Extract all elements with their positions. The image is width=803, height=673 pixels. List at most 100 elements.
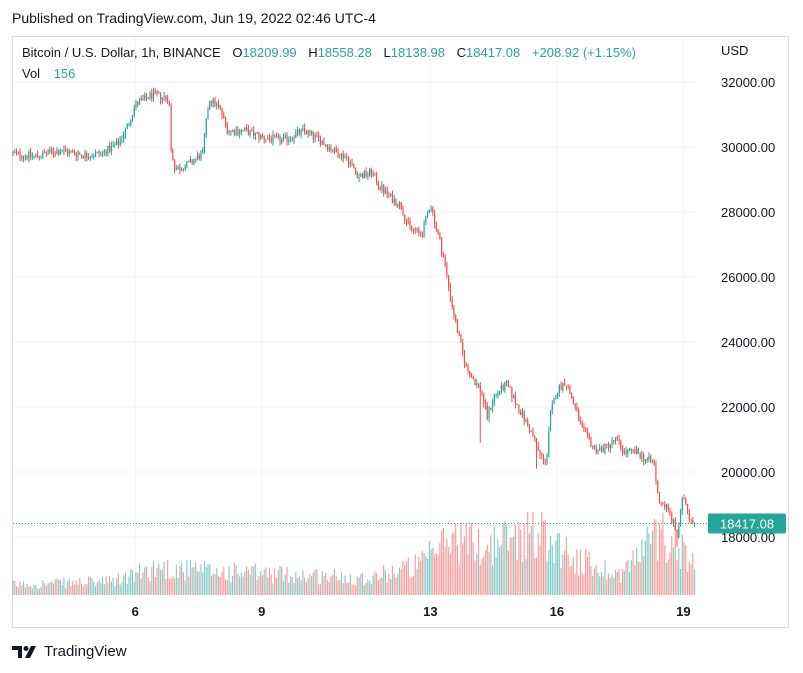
volume-bar bbox=[451, 533, 453, 595]
candle-body bbox=[664, 503, 666, 508]
volume-bar bbox=[628, 572, 631, 595]
candle-body bbox=[333, 147, 336, 152]
candle-body bbox=[239, 132, 241, 135]
candle-body bbox=[453, 307, 455, 316]
volume-bar bbox=[361, 573, 364, 595]
price-axis[interactable]: 32000.00 30000.00 28000.00 26000.00 24000.00… bbox=[721, 75, 775, 545]
candle-body bbox=[93, 156, 95, 158]
volume-bar bbox=[293, 583, 295, 595]
volume-bar bbox=[151, 567, 153, 595]
volume-bar bbox=[305, 581, 307, 595]
volume-bar bbox=[620, 583, 622, 595]
candle-body bbox=[567, 386, 569, 388]
tradingview-brand[interactable]: TradingView bbox=[12, 643, 127, 660]
volume-bar bbox=[409, 578, 411, 595]
volume-bar bbox=[428, 541, 430, 595]
volume-bar bbox=[335, 576, 337, 595]
candle-body bbox=[84, 152, 86, 159]
volume-bar bbox=[463, 536, 466, 595]
candle-body bbox=[152, 91, 155, 99]
candle-body bbox=[314, 134, 316, 139]
candle-body bbox=[534, 436, 536, 439]
volume-bar bbox=[135, 571, 137, 595]
candle-body bbox=[493, 395, 495, 403]
volume-bar bbox=[274, 568, 276, 595]
volume-bar bbox=[282, 580, 285, 595]
volume-bar bbox=[40, 586, 42, 595]
candle-body bbox=[181, 169, 183, 171]
volume-bar bbox=[182, 572, 184, 595]
candle-body bbox=[275, 135, 278, 137]
candle-body bbox=[15, 152, 18, 154]
volume-bar bbox=[465, 523, 467, 595]
candle-body bbox=[263, 136, 265, 140]
volume-bar bbox=[212, 574, 214, 595]
candle-body bbox=[544, 462, 546, 464]
candle-body bbox=[261, 135, 264, 137]
candle-body bbox=[300, 129, 302, 135]
candle-body bbox=[35, 154, 37, 156]
candle-body bbox=[588, 433, 590, 439]
time-axis[interactable]: 6 9 13 16 19 bbox=[132, 604, 691, 619]
volume-bar bbox=[291, 577, 293, 595]
candle-body bbox=[89, 156, 91, 159]
candle-body bbox=[224, 116, 227, 124]
candle-body bbox=[470, 376, 473, 378]
candle-body bbox=[36, 154, 39, 157]
candle-body bbox=[537, 446, 539, 450]
time-tick-label: 9 bbox=[258, 604, 265, 619]
candle-body bbox=[669, 509, 671, 515]
candle-body bbox=[627, 450, 629, 454]
volume-bar bbox=[384, 570, 387, 595]
candle-body bbox=[504, 382, 506, 391]
volume-bar bbox=[592, 576, 594, 595]
candle-body bbox=[411, 226, 413, 230]
candle-body bbox=[662, 503, 664, 505]
volume-bar bbox=[87, 576, 90, 595]
volume-bar bbox=[51, 581, 53, 595]
volume-bar bbox=[477, 528, 480, 595]
candle-body bbox=[541, 454, 543, 456]
volume-bar bbox=[588, 551, 590, 595]
volume-bar bbox=[223, 567, 225, 595]
volume-bar bbox=[416, 568, 418, 595]
candle-body bbox=[142, 98, 144, 100]
price-tick-label: 24000.00 bbox=[721, 335, 775, 350]
volume-bar bbox=[140, 578, 142, 595]
candle-body bbox=[49, 149, 51, 154]
volume-bar bbox=[655, 519, 657, 595]
volume-bar bbox=[195, 562, 197, 595]
candle-body bbox=[361, 174, 364, 179]
volume-bar bbox=[332, 574, 334, 595]
candle-body bbox=[530, 430, 532, 432]
candle-body bbox=[340, 153, 343, 159]
candle-body bbox=[539, 449, 541, 455]
volume-bar bbox=[186, 560, 188, 595]
candle-body bbox=[458, 332, 460, 336]
candle-body bbox=[685, 498, 687, 505]
price-tick-label: 26000.00 bbox=[721, 270, 775, 285]
volume-bar bbox=[502, 523, 504, 595]
candle-body bbox=[219, 105, 221, 108]
candle-body bbox=[527, 420, 529, 426]
candle-body bbox=[621, 448, 624, 453]
volume-bar bbox=[630, 560, 632, 595]
volume-bar bbox=[395, 577, 397, 595]
volume-bar bbox=[75, 580, 77, 595]
volume-bar bbox=[681, 534, 683, 595]
volume-bar bbox=[175, 564, 177, 595]
candle-body bbox=[319, 137, 322, 145]
candle-body bbox=[463, 352, 466, 365]
candle-body bbox=[231, 129, 234, 131]
volume-bar bbox=[226, 580, 228, 595]
price-tick-label: 20000.00 bbox=[721, 465, 775, 480]
candle-body bbox=[311, 131, 313, 133]
volume-bar bbox=[253, 566, 255, 595]
low-value: 18138.98 bbox=[390, 45, 446, 60]
volume-bar bbox=[123, 575, 125, 595]
volume-bar bbox=[555, 540, 557, 595]
volume-bar bbox=[444, 547, 446, 595]
candle-body bbox=[188, 161, 190, 163]
candle-body bbox=[576, 406, 578, 411]
